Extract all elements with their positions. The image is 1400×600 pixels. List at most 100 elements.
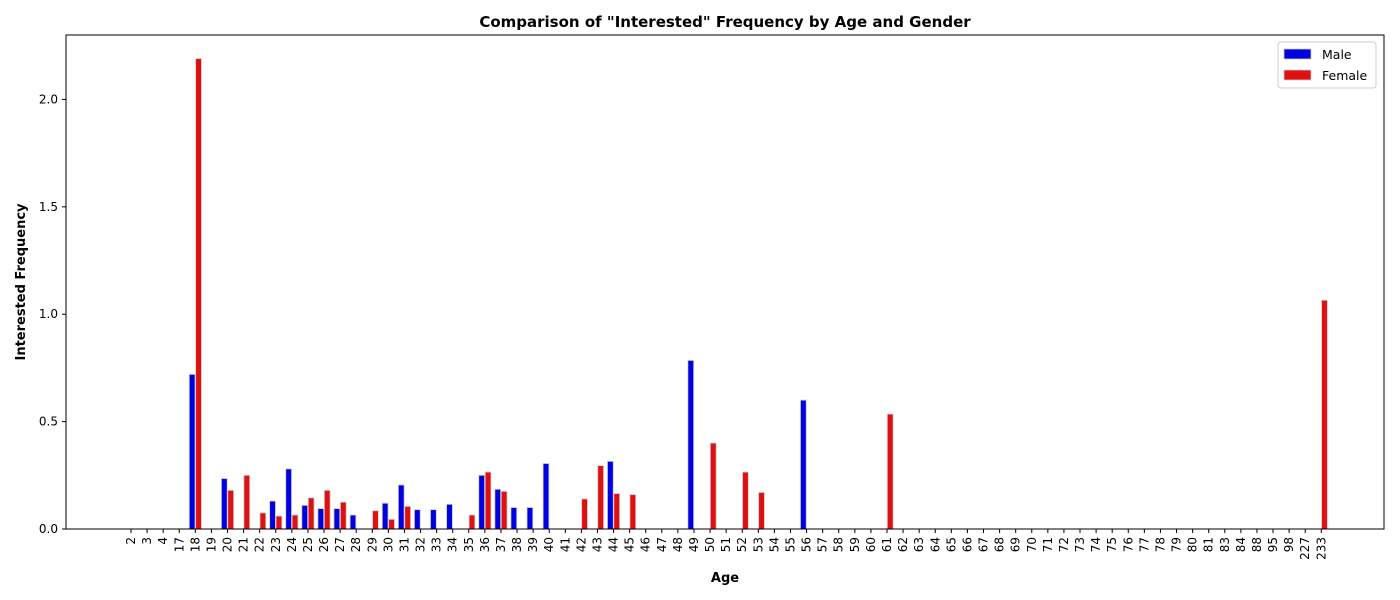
x-tick-label: 83 (1218, 537, 1232, 552)
bar-female-age-45 (629, 494, 637, 530)
x-tick-label: 21 (237, 537, 251, 552)
x-tick-label: 55 (783, 537, 797, 552)
x-tick-label: 50 (703, 537, 717, 552)
x-tick-label: 79 (1170, 537, 1184, 552)
x-tick-label: 74 (1089, 537, 1103, 552)
x-tick-label: 68 (993, 537, 1007, 552)
x-tick-label: 81 (1202, 537, 1216, 552)
x-tick-label: 64 (928, 537, 942, 552)
x-tick-label: 23 (269, 537, 283, 552)
bar-male-age-31 (397, 484, 405, 530)
x-tick-label: 29 (365, 537, 379, 552)
x-tick-label: 38 (510, 537, 524, 552)
x-tick-label: 40 (542, 537, 556, 552)
x-tick-label: 37 (494, 537, 508, 552)
bar-female-age-61 (886, 413, 894, 530)
x-tick-label: 39 (526, 537, 540, 552)
x-tick-label: 63 (912, 537, 926, 552)
bar-female-age-53 (758, 492, 765, 530)
x-tick-label: 20 (221, 537, 235, 552)
x-tick-label: 69 (1009, 537, 1023, 552)
bar-female-age-25 (307, 497, 315, 530)
y-tick-label: 0.0 (39, 522, 58, 536)
x-tick-label: 59 (848, 537, 862, 552)
x-tick-label: 18 (188, 537, 202, 552)
bar-male-age-39 (526, 507, 534, 530)
x-axis-label: Age (711, 571, 739, 586)
x-tick-label: 35 (462, 537, 476, 552)
x-tick-label: 75 (1105, 537, 1119, 552)
bar-female-age-29 (372, 510, 379, 530)
x-tick-label: 27 (333, 537, 347, 552)
x-tick-label: 71 (1041, 537, 1055, 552)
x-tick-label: 25 (301, 537, 315, 552)
x-tick-label: 33 (430, 537, 444, 552)
bar-female-age-26 (323, 489, 331, 530)
x-tick-label: 22 (253, 537, 267, 552)
x-tick-label: 227 (1298, 537, 1312, 560)
chart-title: Comparison of "Interested" Frequency by … (479, 13, 971, 31)
bar-male-age-37 (494, 488, 502, 530)
x-tick-label: 62 (896, 537, 910, 552)
bar-male-age-34 (446, 503, 453, 530)
legend-swatch-female (1283, 69, 1312, 81)
x-tick-label: 36 (478, 537, 492, 552)
x-tick-label: 43 (590, 537, 604, 552)
bar-female-age-42 (581, 498, 588, 530)
bar-male-age-30 (381, 502, 389, 530)
bar-female-age-43 (597, 465, 604, 530)
x-tick-label: 60 (864, 537, 878, 552)
x-tick-label: 77 (1137, 537, 1151, 552)
x-tick-label: 4 (156, 537, 170, 545)
x-tick-label: 19 (204, 537, 218, 552)
plot-frame (65, 34, 1385, 530)
x-tick-label: 54 (767, 537, 781, 552)
x-tick-label: 98 (1282, 537, 1296, 552)
x-tick-label: 76 (1121, 537, 1135, 552)
y-tick-label: 0.5 (39, 415, 58, 429)
legend: Male Female (1277, 41, 1377, 89)
legend-swatch-male (1283, 48, 1312, 60)
bar-female-age-52 (742, 471, 749, 530)
bar-male-age-56 (800, 399, 807, 530)
bar-female-age-50 (709, 442, 717, 530)
x-tick-label: 73 (1073, 537, 1087, 552)
bar-female-age-233 (1321, 299, 1328, 530)
bar-female-age-22 (259, 512, 267, 530)
bar-male-age-38 (510, 507, 518, 530)
bar-male-age-18 (188, 373, 196, 530)
x-tick-label: 233 (1314, 537, 1328, 560)
bar-male-age-40 (542, 463, 550, 530)
x-tick-label: 17 (172, 537, 186, 552)
x-tick-label: 51 (719, 537, 733, 552)
x-tick-label: 31 (397, 537, 411, 552)
x-tick-label: 41 (558, 537, 572, 552)
bar-male-age-49 (687, 359, 695, 530)
x-tick-label: 61 (880, 537, 894, 552)
y-tick-label: 1.0 (39, 307, 58, 321)
legend-label-female: Female (1322, 68, 1368, 83)
bar-male-age-20 (221, 478, 228, 530)
x-tick-label: 67 (977, 537, 991, 552)
bar-female-age-24 (291, 514, 299, 530)
x-tick-label: 28 (349, 537, 363, 552)
x-tick-label: 65 (944, 537, 958, 552)
bar-female-age-18 (195, 58, 202, 530)
bar-male-age-36 (478, 474, 485, 530)
bar-female-age-30 (388, 518, 395, 530)
x-tick-label: 95 (1266, 537, 1280, 552)
x-tick-label: 88 (1250, 537, 1264, 552)
bar-female-age-35 (468, 514, 476, 530)
bar-male-age-44 (607, 460, 614, 530)
bar-female-age-36 (484, 471, 492, 530)
bar-male-age-32 (414, 509, 421, 530)
x-tick-label: 34 (446, 537, 460, 552)
y-axis-label: Interested Frequency (14, 203, 29, 361)
bar-female-age-21 (243, 474, 251, 530)
x-tick-label: 70 (1025, 537, 1039, 552)
bar-female-age-27 (340, 501, 347, 530)
x-tick-label: 47 (655, 537, 669, 552)
bar-male-age-24 (285, 468, 292, 530)
bar-male-age-25 (301, 504, 309, 530)
